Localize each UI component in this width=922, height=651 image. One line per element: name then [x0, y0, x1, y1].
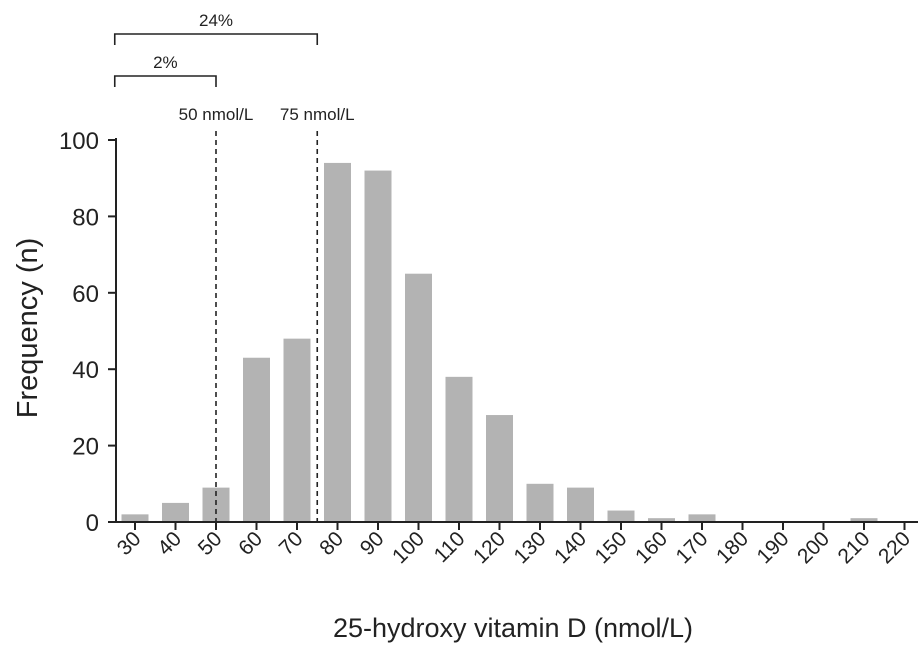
bracket-24% — [113, 33, 319, 45]
x-tick-label: 170 — [671, 527, 712, 568]
reference-lines-group: 50 nmol/L 75 nmol/L — [179, 105, 355, 522]
bar-70 — [283, 338, 311, 522]
y-tick-label: 40 — [72, 357, 99, 384]
bar-160 — [648, 518, 675, 522]
bracket-label: 24% — [199, 11, 233, 30]
x-tick-label: 110 — [430, 527, 470, 567]
x-axis-label: 25-hydroxy vitamin D (nmol/L) — [333, 613, 693, 643]
bar-120 — [486, 415, 513, 522]
brackets-group: 2% 24% — [113, 11, 319, 87]
bracket-2% — [113, 75, 217, 87]
x-tick-label: 80 — [315, 527, 348, 560]
x-tick-label: 60 — [234, 527, 267, 560]
y-tick-label: 100 — [59, 128, 99, 155]
x-tick-label: 180 — [712, 527, 753, 568]
bar-40 — [162, 502, 189, 522]
bars-group — [121, 162, 878, 523]
bar-150 — [607, 510, 635, 522]
bar-140 — [567, 487, 594, 522]
x-tick-label: 140 — [550, 527, 591, 568]
x-tick-label: 90 — [356, 527, 389, 560]
x-tick-label: 40 — [153, 527, 186, 560]
x-tick-label: 220 — [874, 527, 915, 568]
y-tick-label: 80 — [72, 204, 99, 231]
x-tick-label: 190 — [752, 527, 793, 568]
x-tick-label: 130 — [509, 527, 550, 568]
x-tick-label: 100 — [388, 527, 429, 568]
bar-130 — [526, 483, 554, 522]
bar-80 — [324, 162, 351, 523]
bar-210 — [850, 518, 878, 522]
x-tick-label: 120 — [469, 527, 510, 568]
y-tick-label: 20 — [72, 434, 99, 461]
y-tick-label: 0 — [86, 510, 99, 537]
reference-line-label: 50 nmol/L — [179, 105, 254, 124]
bar-170 — [688, 514, 716, 522]
y-tick-label: 60 — [72, 281, 99, 308]
bar-110 — [445, 376, 473, 522]
x-tick-label: 30 — [113, 527, 146, 560]
reference-line-label: 75 nmol/L — [280, 105, 355, 124]
x-tick-label: 160 — [631, 527, 672, 568]
x-tick-label: 150 — [590, 527, 631, 568]
y-axis-ticks: 0 20 40 60 80 100 — [59, 128, 116, 537]
y-axis-label: Frequency (n) — [12, 238, 44, 419]
x-axis-ticks: 30 40 50 60 70 80 90 100 110 120 130 140 150 160 170 18… — [113, 522, 915, 568]
bar-100 — [405, 273, 432, 522]
x-tick-label: 50 — [194, 527, 227, 560]
bar-30 — [121, 514, 149, 522]
x-tick-label: 70 — [275, 527, 308, 560]
bar-90 — [364, 170, 392, 522]
bar-60 — [243, 357, 270, 522]
x-tick-label: 200 — [793, 527, 834, 568]
bracket-label: 2% — [153, 53, 178, 72]
x-tick-label: 210 — [833, 527, 874, 568]
